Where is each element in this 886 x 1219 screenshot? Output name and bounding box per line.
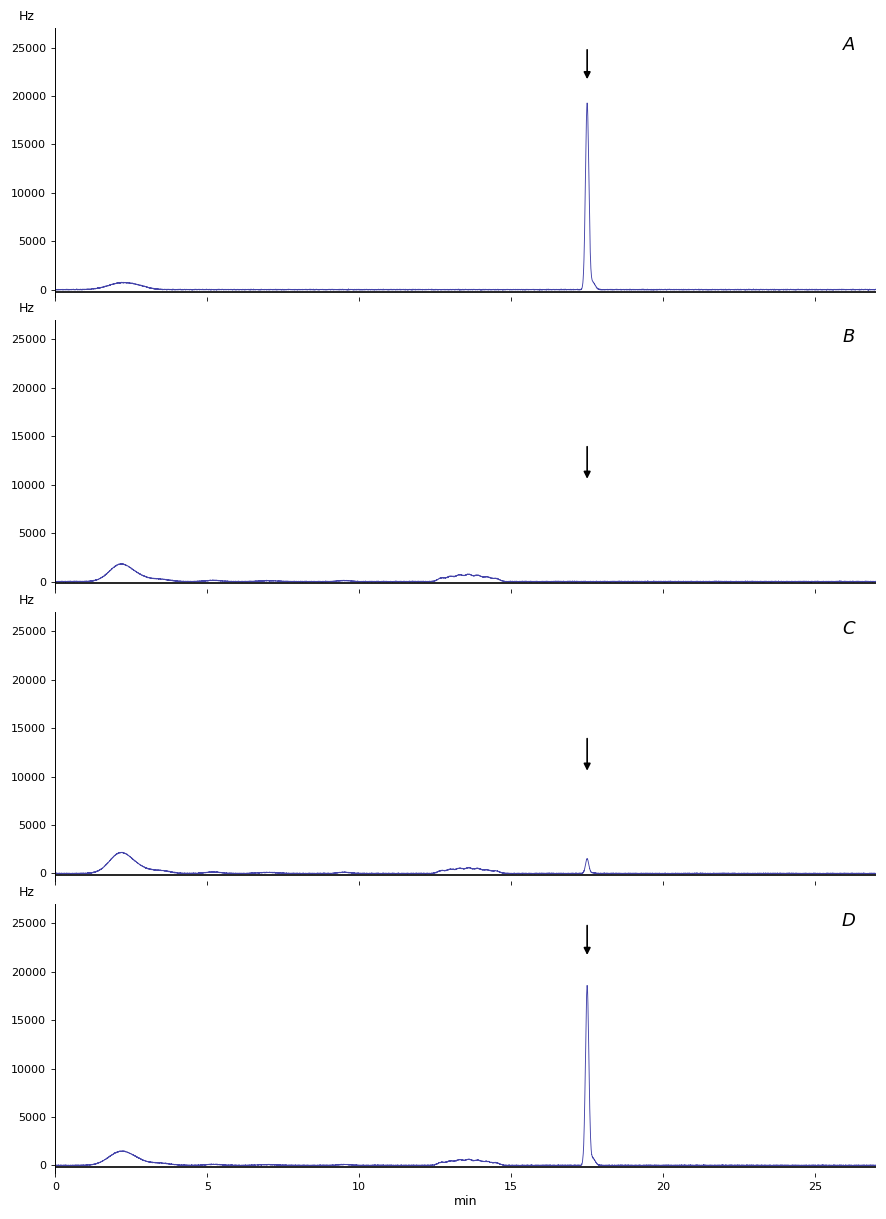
- Text: Hz: Hz: [19, 10, 35, 23]
- X-axis label: min: min: [454, 1195, 477, 1208]
- Text: D: D: [841, 912, 854, 930]
- Text: C: C: [842, 620, 854, 638]
- Text: A: A: [842, 37, 854, 55]
- Text: Hz: Hz: [19, 885, 35, 898]
- Text: B: B: [842, 328, 854, 346]
- Text: Hz: Hz: [19, 302, 35, 315]
- Text: Hz: Hz: [19, 594, 35, 607]
